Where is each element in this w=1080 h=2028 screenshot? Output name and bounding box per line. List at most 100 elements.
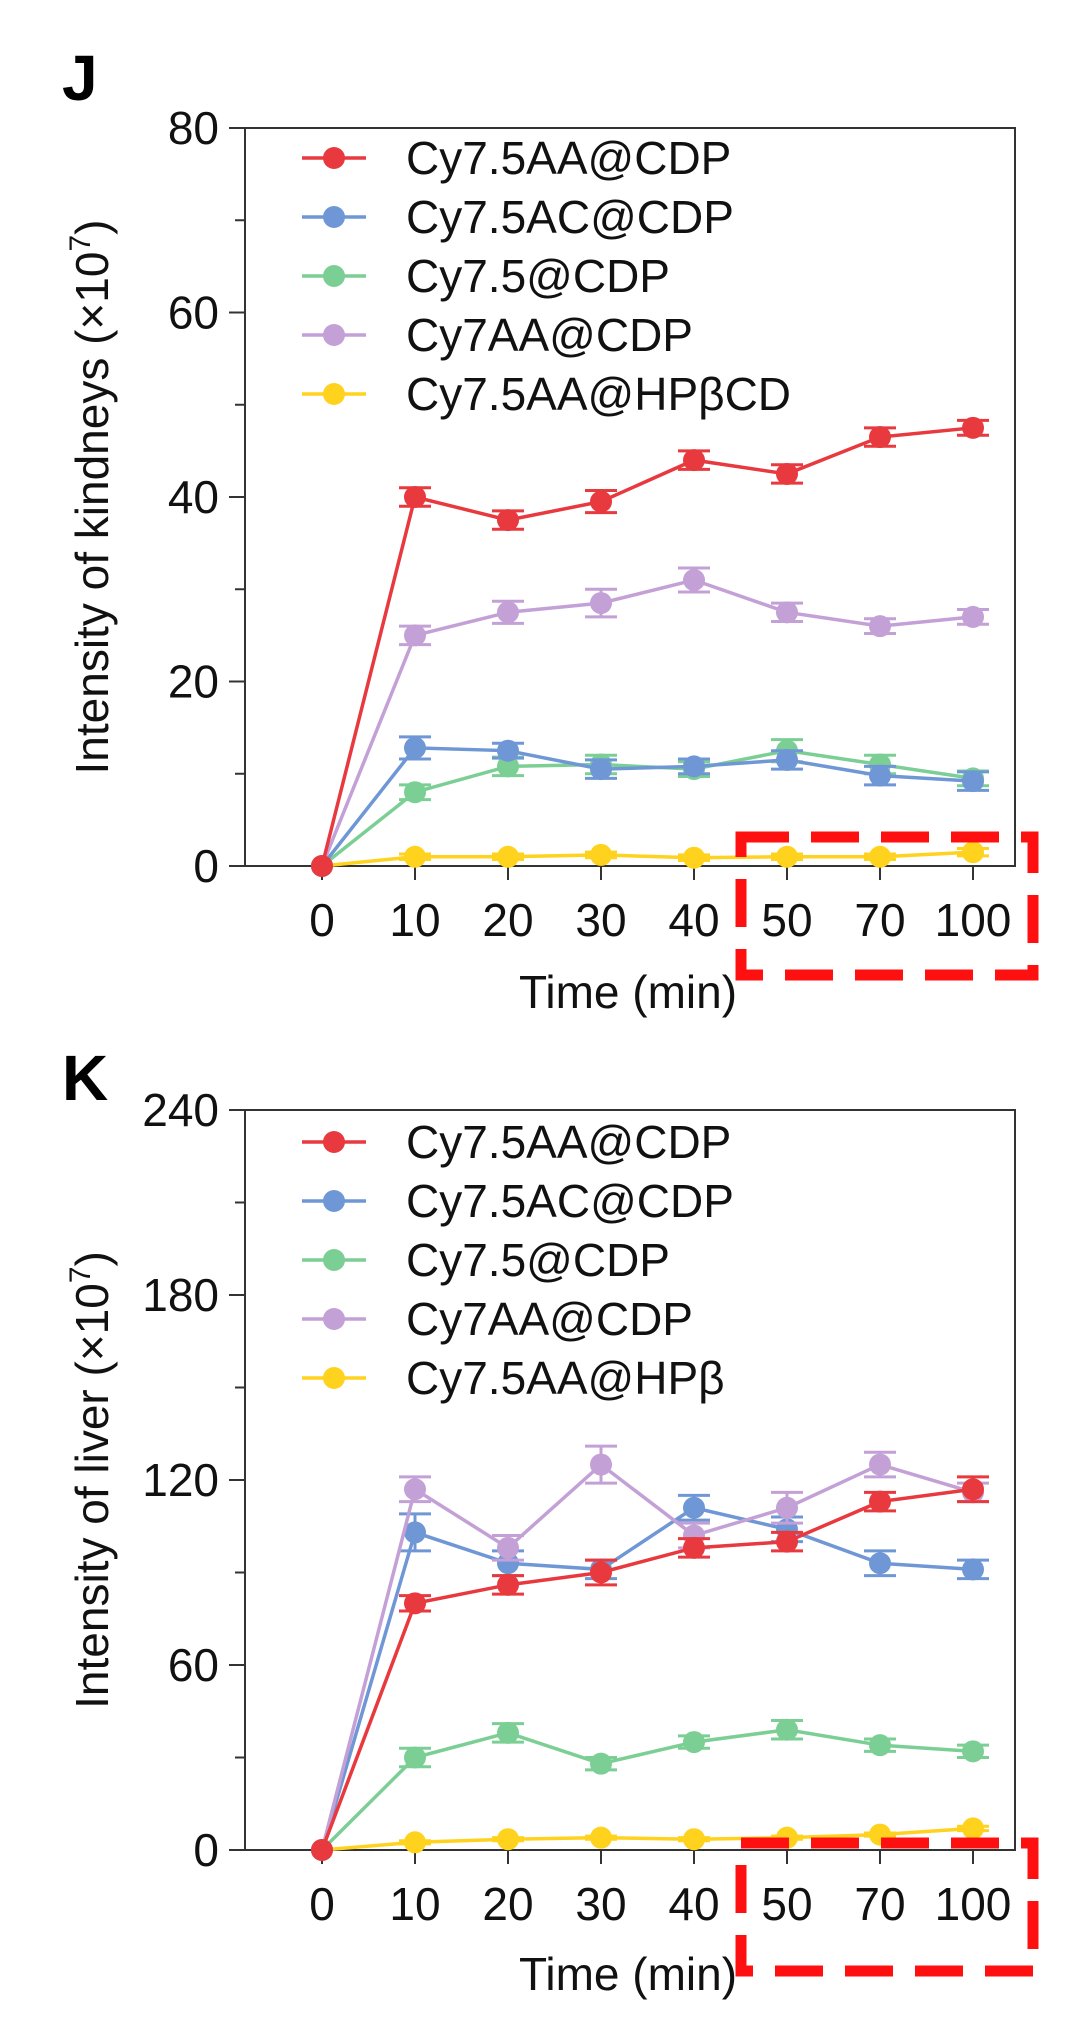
legend-marker (323, 324, 345, 346)
data-point (683, 449, 705, 472)
y-tick-label: 240 (142, 1084, 219, 1136)
legend-label: Cy7.5@CDP (406, 1234, 670, 1286)
x-axis-title: Time (min) (519, 966, 737, 1018)
data-point (869, 1552, 891, 1575)
data-point (590, 592, 612, 615)
data-point (962, 416, 984, 439)
legend-marker (323, 206, 345, 228)
y-tick-label: 120 (142, 1454, 219, 1506)
series-3 (311, 566, 989, 877)
data-point (404, 781, 426, 804)
y-tick-label: 180 (142, 1269, 219, 1321)
data-point (590, 1453, 612, 1476)
series-4 (311, 841, 989, 877)
series-line (320, 426, 974, 867)
legend-label: Cy7.5AA@HPβ (406, 1352, 725, 1404)
x-tick-label: 100 (935, 1878, 1012, 1930)
data-point (962, 1558, 984, 1581)
panel-label: J (62, 42, 98, 114)
x-tick-label: 100 (935, 894, 1012, 946)
legend-marker (323, 1367, 345, 1389)
data-point (404, 845, 426, 868)
series-line (320, 1727, 974, 1852)
series-line (320, 578, 974, 867)
series-line (320, 746, 974, 868)
data-point (776, 748, 798, 771)
data-point (962, 841, 984, 864)
legend-marker (323, 265, 345, 287)
data-point (776, 1718, 798, 1741)
x-tick-label: 20 (482, 894, 533, 946)
legend-label: Cy7.5AC@CDP (406, 1175, 734, 1227)
legend: Cy7.5AA@CDP Cy7.5AC@CDP Cy7.5@CDP Cy7AA@CDP… (302, 132, 791, 420)
legend: Cy7.5AA@CDP Cy7.5AC@CDP Cy7.5@CDP Cy7AA@CDP… (302, 1116, 734, 1404)
data-point (869, 1490, 891, 1513)
data-point (962, 1740, 984, 1763)
data-point (962, 1478, 984, 1501)
data-point (683, 569, 705, 592)
x-tick-label: 30 (575, 894, 626, 946)
data-point (497, 755, 519, 778)
data-point (683, 846, 705, 869)
data-point (404, 486, 426, 508)
x-tick-label: 30 (575, 1878, 626, 1930)
legend-label: Cy7.5AA@HPβCD (406, 368, 791, 420)
data-point (590, 1826, 612, 1849)
series-line (320, 1487, 974, 1851)
data-point (497, 1573, 519, 1596)
data-point (869, 615, 891, 638)
data-point (683, 1731, 705, 1754)
data-point (962, 770, 984, 793)
data-point (590, 1752, 612, 1775)
data-point (404, 736, 426, 759)
data-point (497, 1552, 519, 1575)
series-0 (311, 416, 989, 877)
data-point (869, 426, 891, 449)
legend-label: Cy7AA@CDP (406, 1293, 693, 1345)
highlight-box (735, 831, 1039, 981)
x-tick-label: 0 (309, 1878, 335, 1930)
data-point (869, 1453, 891, 1476)
x-tick-label: 70 (854, 1878, 905, 1930)
data-point (497, 1828, 519, 1851)
x-tick-label: 10 (389, 894, 440, 946)
legend-marker (323, 1131, 345, 1153)
legend-label: Cy7.5AA@CDP (406, 1116, 731, 1168)
series-line (320, 1462, 974, 1851)
data-point (869, 845, 891, 868)
series-1 (311, 735, 989, 877)
y-axis-title: Intensity of liver (×107) (64, 1251, 118, 1709)
legend-marker (323, 1308, 345, 1330)
data-point (404, 1592, 426, 1615)
y-tick-label: 0 (193, 840, 219, 892)
series-0 (311, 1475, 989, 1861)
panel-label: K (62, 1042, 108, 1114)
data-point (776, 1530, 798, 1553)
series-line (321, 850, 974, 868)
highlight-box (735, 1837, 1039, 1977)
data-point (590, 490, 612, 513)
x-tick-label: 20 (482, 1878, 533, 1930)
legend-label: Cy7.5@CDP (406, 250, 670, 302)
data-point (683, 1496, 705, 1519)
data-point (497, 601, 519, 624)
data-point (590, 1561, 612, 1584)
x-tick-label: 50 (761, 894, 812, 946)
x-axis-title: Time (min) (519, 1948, 737, 2000)
data-point (311, 855, 333, 877)
x-tick-label: 50 (761, 1878, 812, 1930)
data-point (962, 1817, 984, 1840)
data-point (497, 845, 519, 868)
data-point (776, 845, 798, 868)
data-point (497, 1721, 519, 1744)
x-tick-label: 10 (389, 1878, 440, 1930)
data-point (404, 624, 426, 647)
legend-marker (323, 383, 345, 405)
chart-panel-k: K 0 60 120 180 240 0 10 20 30 40 50 70 100 Time (min) I… (62, 1042, 1039, 2000)
data-point (776, 462, 798, 485)
data-point (683, 1536, 705, 1559)
data-point (869, 764, 891, 787)
series-1 (311, 1493, 989, 1861)
y-tick-label: 20 (168, 656, 219, 708)
